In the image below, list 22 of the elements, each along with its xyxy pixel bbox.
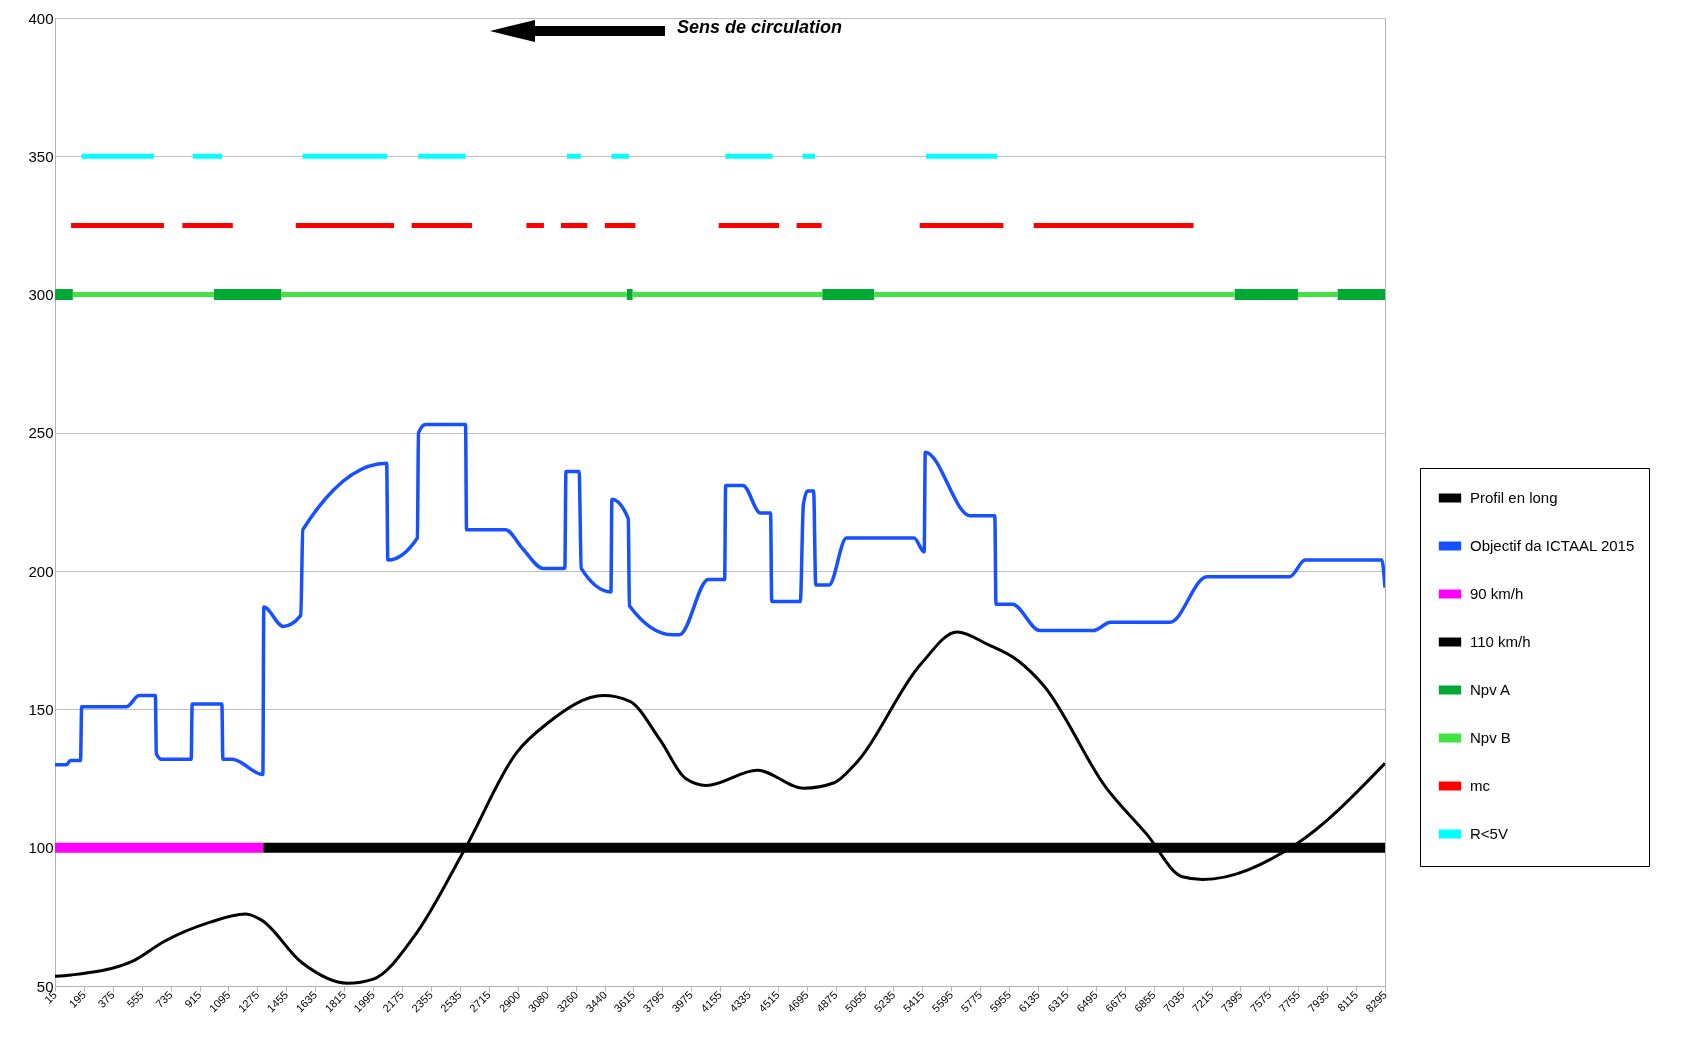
x-tick-label: 375: [95, 988, 117, 1011]
legend-label: Objectif da ICTAAL 2015: [1470, 537, 1635, 554]
legend-label: 110 km/h: [1470, 633, 1531, 650]
x-tick-label: 915: [182, 988, 204, 1011]
x-tick-label: 555: [124, 988, 146, 1011]
annotation: Sens de circulation: [677, 17, 843, 37]
line-series: [55, 422, 1385, 777]
y-tick-label: 150: [28, 700, 54, 718]
legend-label: R<5V: [1470, 825, 1508, 842]
legend-label: Npv B: [1470, 729, 1511, 746]
legend-label: Npv A: [1470, 681, 1511, 698]
y-tick-label: 350: [28, 147, 54, 165]
legend-label: Profil en long: [1470, 489, 1558, 506]
legend-label: 90 km/h: [1470, 585, 1524, 602]
y-tick-label: 100: [28, 839, 54, 857]
legend-label: mc: [1470, 777, 1491, 794]
x-tick-label: 195: [66, 988, 88, 1011]
y-tick-label: 300: [28, 286, 54, 304]
y-tick-label: 400: [28, 9, 54, 27]
y-tick-label: 250: [28, 424, 54, 442]
y-tick-label: 200: [28, 562, 54, 580]
x-tick-label: 735: [153, 988, 175, 1011]
